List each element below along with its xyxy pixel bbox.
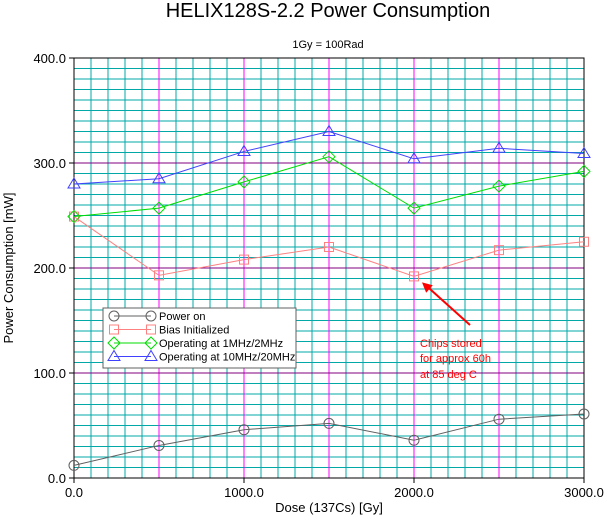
x-tick-label: 2000.0 xyxy=(394,485,434,500)
data-point xyxy=(67,177,81,189)
legend-marker xyxy=(144,349,158,361)
legend-entry: Power on xyxy=(108,310,205,323)
data-point xyxy=(579,236,589,247)
data-point xyxy=(494,245,504,256)
data-point xyxy=(152,201,166,215)
data-point xyxy=(492,141,506,153)
data-point xyxy=(578,408,590,420)
data-point xyxy=(67,209,81,224)
series-line xyxy=(73,216,585,277)
series-line xyxy=(73,413,585,466)
legend-box xyxy=(102,307,297,369)
legend-entry: Operating at 10MHz/20MHz xyxy=(107,349,295,364)
legend-marker xyxy=(146,324,156,335)
data-point xyxy=(408,434,420,446)
annotation-line-3: at 85 deg C xyxy=(420,369,477,381)
major-grid xyxy=(74,58,584,478)
y-tick-label: 100.0 xyxy=(33,366,66,381)
data-point xyxy=(237,175,251,189)
data-point xyxy=(238,424,250,436)
y-tick-label: 0.0 xyxy=(48,471,66,486)
x-axis-label: Dose (137Cs) [Gy] xyxy=(275,500,383,515)
data-point xyxy=(239,254,249,265)
data-point xyxy=(493,413,505,425)
chart-subtitle: 1Gy = 100Rad xyxy=(292,39,363,51)
annotation-line-2: for approx 60h xyxy=(420,353,491,365)
chart-title: HELIX128S-2.2 Power Consumption xyxy=(166,0,491,22)
data-point xyxy=(153,439,165,451)
data-point xyxy=(323,417,335,429)
series-2 xyxy=(69,211,589,282)
x-axis-ticks: 0.0 1000.0 2000.0 3000.0 xyxy=(65,478,604,500)
legend-marker xyxy=(107,336,121,350)
data-point xyxy=(237,144,251,156)
series-line xyxy=(73,130,585,185)
data-point xyxy=(407,151,421,164)
series-1 xyxy=(68,408,590,471)
y-axis-label: Power Consumption [mW] xyxy=(1,193,16,344)
data-point xyxy=(322,124,336,136)
legend-label: Operating at 10MHz/20MHz xyxy=(159,352,295,364)
x-tick-label: 3000.0 xyxy=(564,485,604,500)
data-point xyxy=(577,164,591,179)
data-point xyxy=(409,271,419,282)
series-layer xyxy=(67,124,591,471)
legend-label: Power on xyxy=(159,311,205,323)
legend-marker xyxy=(108,310,120,322)
series-line xyxy=(73,156,585,218)
legend-label: Bias Initialized xyxy=(159,325,229,337)
x-tick-label: 0.0 xyxy=(65,485,83,500)
y-tick-label: 400.0 xyxy=(33,51,66,66)
series-3 xyxy=(67,149,591,224)
data-point xyxy=(154,270,164,281)
annotation: Chips stored for approx 60h at 85 deg C xyxy=(420,282,491,381)
data-point xyxy=(68,459,80,471)
data-point xyxy=(324,242,334,252)
annotation-line-1: Chips stored xyxy=(420,338,482,350)
x-tick-label: 1000.0 xyxy=(224,485,264,500)
annotation-arrow-line xyxy=(426,285,471,326)
legend-entry: Bias Initialized xyxy=(109,324,229,337)
data-point xyxy=(152,171,166,184)
series-4 xyxy=(67,124,591,189)
y-tick-label: 300.0 xyxy=(33,156,66,171)
legend-marker xyxy=(109,324,119,335)
data-point xyxy=(492,179,506,193)
legend-label: Operating at 1MHz/2MHz xyxy=(159,338,283,350)
y-tick-label: 200.0 xyxy=(33,261,66,276)
data-point xyxy=(577,146,591,159)
legend-marker xyxy=(144,336,158,350)
legend-marker xyxy=(145,310,157,322)
legend-entry: Operating at 1MHz/2MHz xyxy=(107,336,283,350)
data-point xyxy=(322,149,336,164)
annotation-arrow-head xyxy=(422,282,433,293)
y-axis-ticks: 0.0 100.0 200.0 300.0 400.0 xyxy=(33,51,74,486)
legend-marker xyxy=(107,349,121,361)
data-point xyxy=(407,201,421,215)
